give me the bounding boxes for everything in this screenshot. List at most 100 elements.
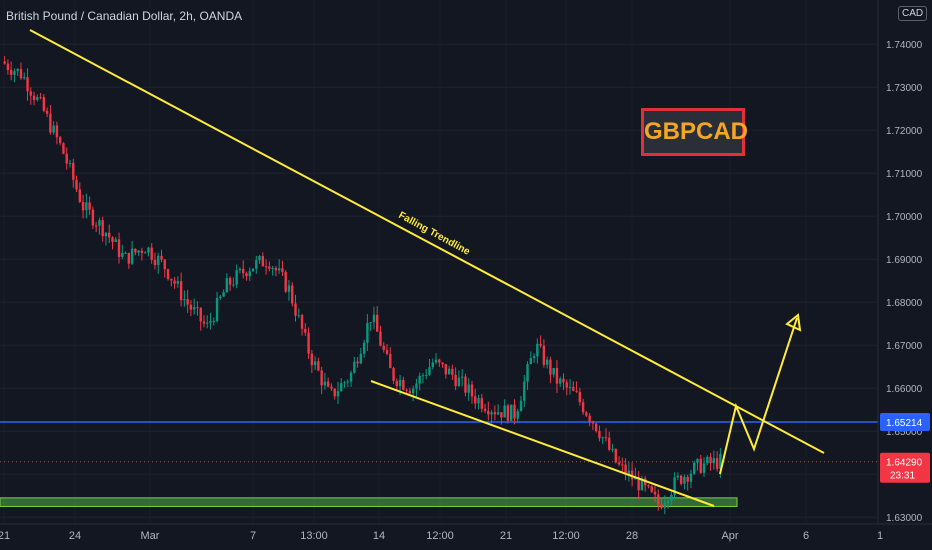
candle — [362, 339, 366, 358]
candle-body — [127, 252, 131, 264]
candle-body — [382, 345, 385, 350]
candle — [300, 313, 304, 336]
candle-body — [166, 269, 170, 279]
candle-body — [78, 189, 82, 202]
time-tick-label: 6 — [803, 530, 809, 542]
candle — [68, 159, 72, 168]
candle — [359, 347, 363, 365]
candle-body — [650, 486, 653, 492]
candle-body — [660, 504, 663, 508]
candle-body — [693, 462, 696, 474]
candle-body — [294, 303, 297, 316]
candle — [91, 206, 95, 229]
candle-body — [196, 307, 199, 309]
candle-body — [274, 268, 278, 271]
candle — [153, 252, 157, 270]
price-axis: 1.630001.640001.650001.660001.670001.680… — [880, 40, 930, 524]
candle-body — [68, 162, 72, 164]
candle — [343, 380, 346, 388]
candle-body — [143, 252, 147, 254]
candle — [549, 356, 552, 384]
candle — [238, 267, 242, 274]
time-tick-label: 1 — [877, 530, 883, 542]
candle-body — [572, 387, 575, 391]
candle — [85, 193, 88, 219]
candle — [627, 462, 631, 482]
candle-body — [359, 353, 363, 364]
candle-body — [706, 456, 709, 464]
candle — [62, 142, 65, 155]
candle — [477, 394, 480, 410]
candle — [170, 278, 173, 287]
candle — [268, 261, 271, 272]
candle — [614, 448, 617, 464]
candle-body — [376, 314, 379, 332]
candle-body — [673, 477, 676, 496]
candle-body — [19, 68, 23, 79]
candle — [179, 272, 183, 307]
price-tick-label: 1.65000 — [886, 427, 923, 438]
candle-body — [202, 321, 206, 324]
candle-body — [340, 383, 343, 392]
candle-body — [212, 321, 215, 323]
candle — [487, 401, 490, 421]
candle — [9, 61, 13, 81]
candle — [157, 252, 160, 274]
candle — [529, 351, 533, 365]
candle — [297, 308, 300, 319]
candle-body — [23, 77, 26, 79]
candle — [245, 271, 248, 281]
candle — [209, 312, 212, 330]
candle-body — [679, 475, 683, 484]
candle-body — [709, 456, 712, 464]
candle — [36, 94, 39, 102]
candle — [323, 372, 327, 390]
candle-body — [559, 378, 562, 384]
candle-body — [94, 225, 98, 227]
candle-body — [568, 387, 572, 389]
candle — [581, 398, 585, 415]
candle — [98, 217, 101, 235]
candle-body — [317, 361, 320, 371]
candle — [287, 279, 291, 301]
candle-body — [163, 259, 166, 270]
candle-body — [454, 374, 457, 387]
candle — [402, 376, 405, 391]
candle — [101, 216, 104, 242]
candle — [585, 410, 588, 417]
candle-body — [16, 68, 19, 72]
chart-title: British Pound / Canadian Dollar, 2h, OAN… — [6, 9, 243, 23]
candle-body — [402, 380, 405, 390]
candle-body — [594, 423, 598, 432]
candle-body — [477, 398, 480, 404]
candle-body — [189, 304, 193, 310]
candle-body — [9, 69, 13, 75]
candle — [601, 436, 604, 444]
candle-body — [32, 95, 36, 100]
candle — [660, 497, 663, 510]
candle-body — [228, 278, 232, 285]
time-tick-label: Mar — [141, 530, 160, 542]
candle — [670, 492, 673, 506]
candle-body — [392, 368, 395, 381]
candle-body — [52, 125, 55, 133]
candle-body — [36, 97, 39, 100]
candle — [225, 273, 229, 293]
candle-body — [58, 137, 62, 144]
candle — [277, 259, 281, 274]
candle-body — [545, 359, 549, 365]
candle — [510, 404, 513, 422]
candle-body — [85, 202, 88, 211]
candle-body — [562, 378, 565, 383]
candle-body — [604, 437, 608, 439]
candle-body — [291, 285, 294, 304]
price-tick-label: 1.71000 — [886, 169, 923, 180]
candle — [702, 457, 706, 477]
candle-body — [379, 331, 382, 346]
currency-label[interactable]: CAD — [898, 6, 928, 21]
candle-body — [405, 389, 408, 391]
price-tick-label: 1.68000 — [886, 298, 923, 309]
time-tick-label: Apr — [721, 530, 738, 542]
candle — [444, 364, 448, 379]
